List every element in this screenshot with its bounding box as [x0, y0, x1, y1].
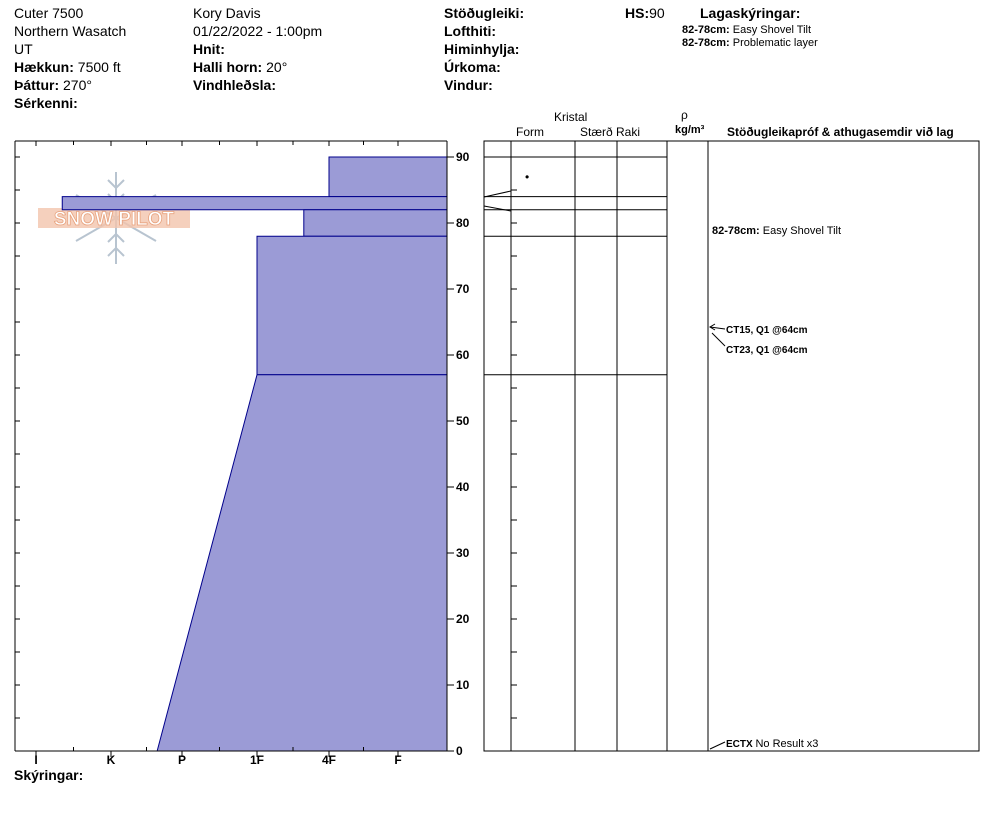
test-arrow-head — [709, 323, 716, 331]
hardness-layer — [303, 209, 448, 237]
stability-label: Stöðugleiki: — [444, 5, 525, 21]
y-tick-label: 50 — [456, 414, 470, 428]
test-arrow — [711, 332, 726, 347]
y-tick-label: 30 — [456, 546, 470, 560]
y-tick-label: 40 — [456, 480, 470, 494]
coords-label: Hnit: — [193, 41, 225, 57]
layer-notes-label: Lagaskýringar: — [700, 5, 801, 21]
boundary-link — [483, 190, 512, 198]
air-temp-label: Lofthiti: — [444, 23, 497, 39]
layer-note-text: Easy Shovel Tilt — [732, 24, 812, 36]
y-tick-label: 70 — [456, 282, 470, 296]
datetime: 01/22/2022 - 1:00pm — [193, 23, 323, 39]
aspect-value: 270° — [63, 77, 92, 93]
x-tick-label: 4F — [322, 753, 336, 767]
crystal-header: Kristal — [554, 110, 588, 124]
layer-note-1: 82-78cm: Easy Shovel Tilt — [682, 24, 811, 37]
boundary-link — [483, 205, 512, 212]
elevation-value: 7500 ft — [77, 59, 121, 75]
x-tick-label: F — [394, 753, 401, 767]
x-tick-label: P — [178, 753, 186, 767]
moisture-header: Raki — [616, 125, 641, 139]
x-tick-label: I — [34, 753, 37, 767]
tests-header: Stöðugleikapróf & athugasemdir við lag — [727, 125, 954, 139]
hs-row: HS:90 — [625, 4, 665, 22]
x-tick-label: 1F — [250, 753, 264, 767]
crystal-form-symbol: • — [525, 170, 529, 184]
x-tick-label: K — [107, 753, 116, 767]
slope-row: Halli horn: 20° — [193, 58, 287, 76]
size-header: Stærð — [580, 125, 613, 139]
y-tick-label: 90 — [456, 150, 470, 164]
test-annotation: ECTX No Result x3 — [726, 738, 818, 750]
layer-table — [483, 140, 980, 752]
hs-value: 90 — [649, 5, 665, 21]
layer-note-text: Problematic layer — [732, 37, 818, 49]
y-tick-label: 80 — [456, 216, 470, 230]
test-annotation: CT23, Q1 @64cm — [726, 345, 808, 356]
sky-label: Himinhylja: — [444, 41, 520, 57]
layer-note-range: 82-78cm: — [682, 24, 730, 36]
layer-note-range: 82-78cm: — [682, 37, 730, 49]
aspect-label: Þáttur: — [14, 77, 60, 93]
hardness-layer — [328, 156, 448, 198]
y-tick-label: 10 — [456, 678, 470, 692]
elevation-row: Hækkun: 7500 ft — [14, 58, 121, 76]
observer: Kory Davis — [193, 5, 261, 21]
notes-label: Skýringar: — [14, 767, 84, 783]
hardness-layer — [61, 196, 448, 211]
slope-label: Halli horn: — [193, 59, 263, 75]
slope-value: 20° — [266, 59, 288, 75]
features-label: Sérkenni: — [14, 95, 78, 111]
test-annotation: 82-78cm: Easy Shovel Tilt — [712, 225, 841, 237]
test-arrow — [709, 326, 726, 330]
test-arrow — [709, 741, 726, 750]
hardness-layer — [256, 235, 448, 376]
y-tick-label: 20 — [456, 612, 470, 626]
wind-loading-label: Vindhleðsla: — [193, 77, 276, 93]
site-name: Cuter 7500 — [14, 5, 84, 21]
elevation-label: Hækkun: — [14, 59, 74, 75]
y-tick-label: 0 — [456, 744, 463, 758]
hs-label: HS: — [625, 5, 650, 21]
y-tick-label: 60 — [456, 348, 470, 362]
precip-label: Úrkoma: — [444, 59, 501, 75]
wind-label: Vindur: — [444, 77, 493, 93]
aspect-row: Þáttur: 270° — [14, 76, 92, 94]
mountain-range: Northern Wasatch — [14, 23, 127, 39]
hardness-layer — [156, 374, 448, 752]
rho-header: ρ — [681, 108, 688, 122]
state: UT — [14, 41, 33, 57]
form-header: Form — [516, 125, 544, 139]
layer-note-2: 82-78cm: Problematic layer — [682, 37, 818, 50]
test-annotation: CT15, Q1 @64cm — [726, 325, 808, 336]
snowpilot-logo: SNOW PILOT — [38, 172, 190, 264]
density-unit: kg/m³ — [675, 124, 705, 136]
logo-text: SNOW PILOT — [54, 209, 175, 230]
